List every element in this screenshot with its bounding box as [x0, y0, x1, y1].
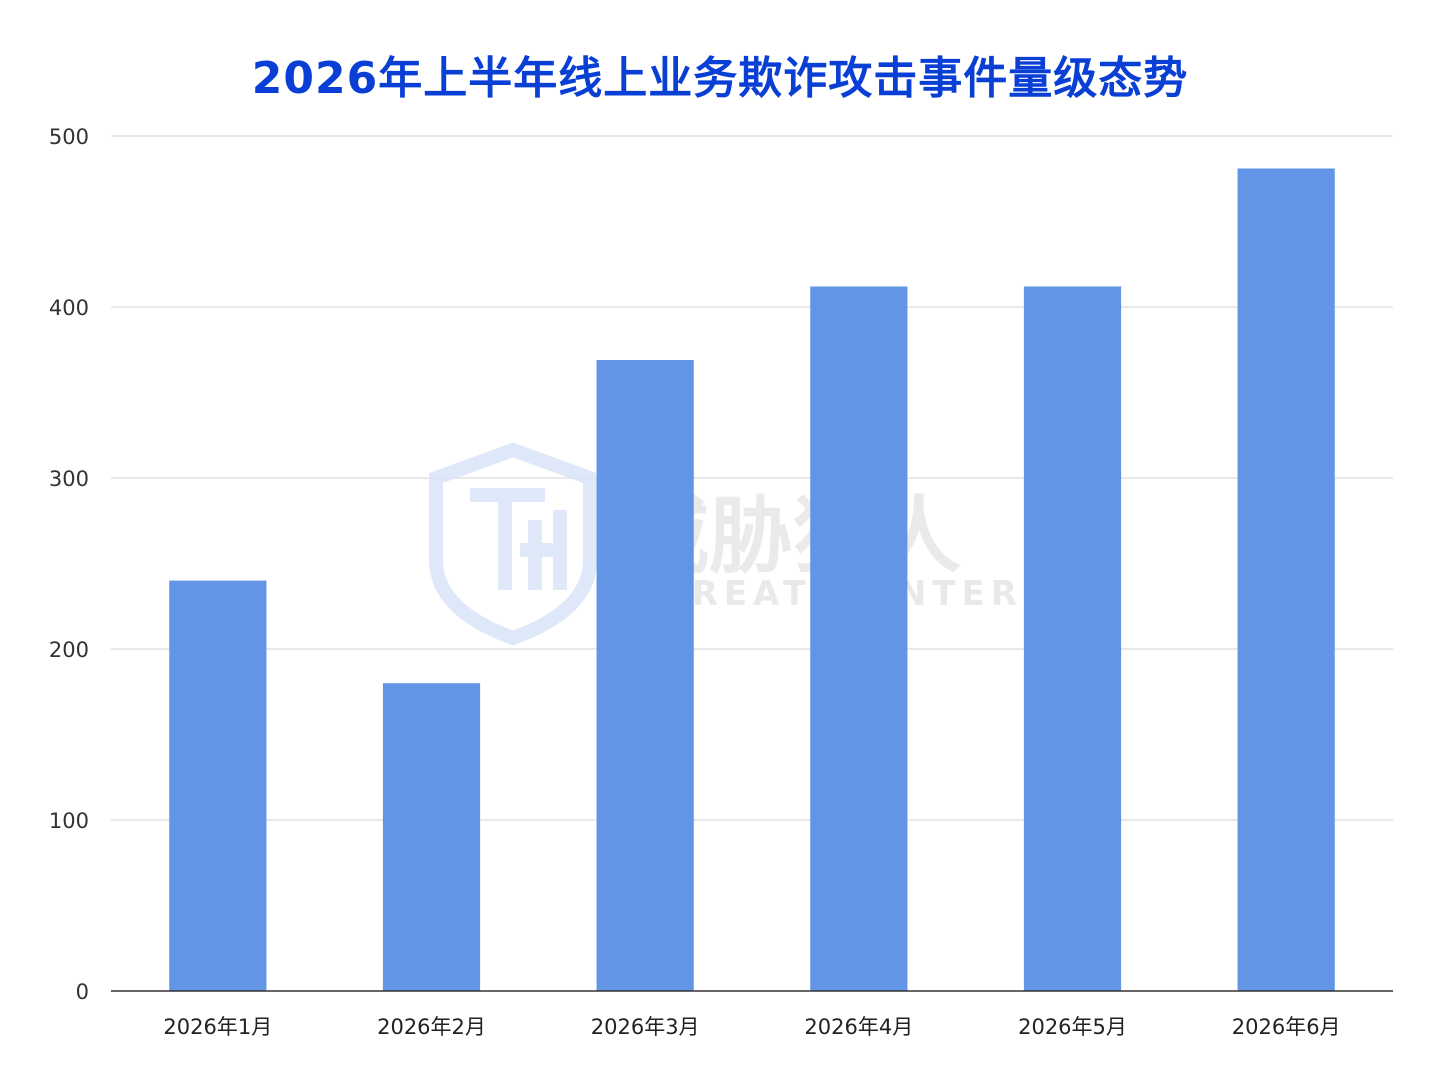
shield-logo-icon — [429, 442, 597, 646]
bar — [1237, 168, 1335, 992]
bars — [169, 168, 1335, 992]
bar — [382, 683, 481, 991]
bar — [596, 360, 694, 991]
shield-logo-letters-icon — [470, 488, 567, 590]
x-tick-label: 2026年5月 — [1018, 1015, 1127, 1039]
x-tick-label: 2026年6月 — [1232, 1015, 1341, 1039]
x-tick-label: 2026年4月 — [804, 1015, 913, 1039]
y-tick-label: 300 — [49, 467, 89, 491]
chart-title: 2026年上半年线上业务欺诈攻击事件量级态势 — [251, 53, 1189, 104]
y-tick-label: 500 — [49, 125, 89, 149]
y-axis-ticks: 0 100 200 300 400 500 — [49, 125, 89, 1004]
bar — [169, 580, 267, 991]
x-tick-label: 2026年1月 — [163, 1015, 272, 1039]
x-tick-label: 2026年2月 — [377, 1015, 486, 1039]
x-axis-ticks: 2026年1月 2026年2月 2026年3月 2026年4月 2026年5月 2026年… — [163, 1015, 1340, 1039]
gridlines — [111, 135, 1393, 821]
y-tick-label: 200 — [49, 638, 89, 662]
y-tick-label: 100 — [49, 809, 89, 833]
y-tick-label: 400 — [49, 296, 89, 320]
bar — [1023, 286, 1122, 992]
x-tick-label: 2026年3月 — [591, 1015, 700, 1039]
y-tick-label: 0 — [76, 980, 89, 1004]
bar — [810, 286, 908, 992]
